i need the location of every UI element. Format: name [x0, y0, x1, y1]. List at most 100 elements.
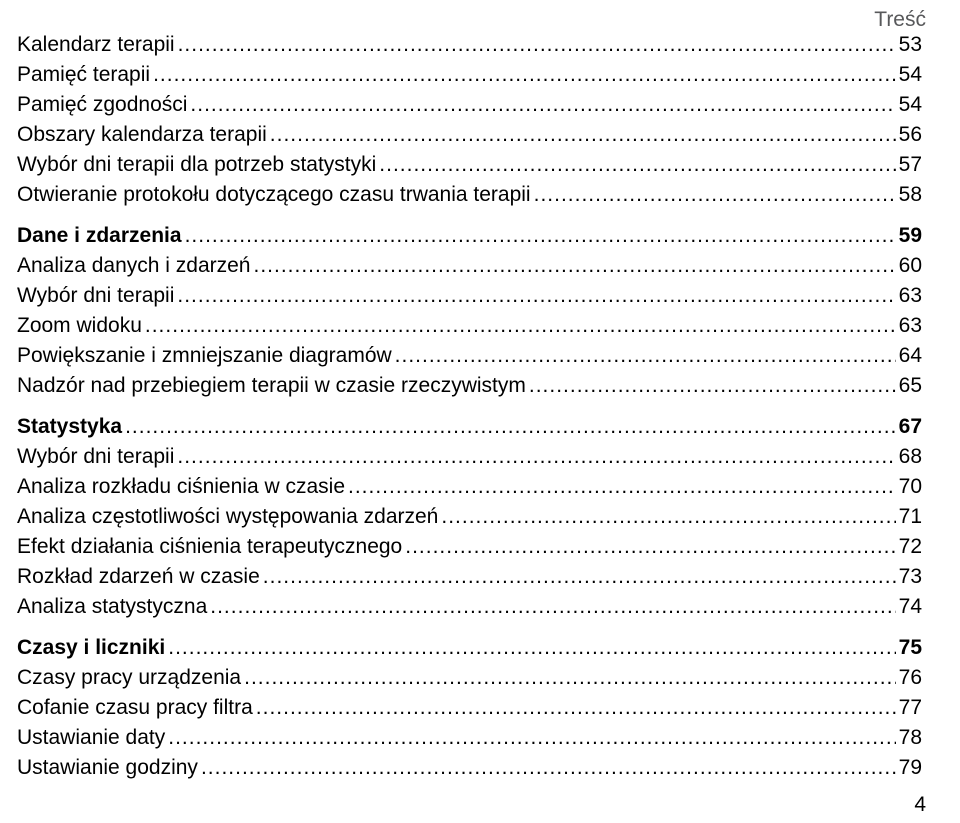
- page-number: 4: [914, 793, 926, 817]
- toc-entry-page: 53: [899, 34, 922, 55]
- toc-entry-label: Cofanie czasu pracy filtra: [17, 697, 253, 718]
- toc-leader-dots: [190, 94, 895, 115]
- toc-entry-label: Rozkład zdarzeń w czasie: [17, 566, 260, 587]
- toc-leader-dots: [178, 34, 896, 55]
- toc-leader-dots: [253, 255, 895, 276]
- toc-row: Pamięć terapii 54: [17, 64, 922, 85]
- toc-row: Analiza danych i zdarzeń 60: [17, 255, 922, 276]
- toc-row: Wybór dni terapii dla potrzeb statystyki…: [17, 154, 922, 175]
- toc-leader-dots: [177, 446, 895, 467]
- toc-row: Nadzór nad przebiegiem terapii w czasie …: [17, 375, 922, 396]
- toc-row: Wybór dni terapii 68: [17, 446, 922, 467]
- toc-entry-page: 60: [899, 255, 922, 276]
- toc-entry-page: 63: [899, 315, 922, 336]
- toc-entry-label: Wybór dni terapii: [17, 446, 174, 467]
- toc-entry-page: 67: [899, 416, 922, 437]
- toc-entry-page: 77: [899, 697, 922, 718]
- toc-entry-page: 79: [899, 757, 922, 778]
- toc-leader-dots: [201, 757, 896, 778]
- toc-entry-label: Efekt działania ciśnienia terapeutyczneg…: [17, 536, 402, 557]
- toc-entry-label: Ustawianie daty: [17, 727, 165, 748]
- toc-entry-label: Analiza rozkładu ciśnienia w czasie: [17, 476, 345, 497]
- toc-leader-dots: [210, 596, 895, 617]
- toc-entry-label: Pamięć terapii: [17, 64, 150, 85]
- toc-leader-dots: [263, 566, 896, 587]
- toc-leader-dots: [405, 536, 895, 557]
- toc-row: Statystyka 67: [17, 416, 922, 437]
- toc-entry-page: 76: [899, 667, 922, 688]
- toc-row: Otwieranie protokołu dotyczącego czasu t…: [17, 184, 922, 205]
- toc-entry-label: Powiększanie i zmniejszanie diagramów: [17, 345, 392, 366]
- toc-entry-page: 73: [899, 566, 922, 587]
- toc-entry-page: 58: [899, 184, 922, 205]
- toc-entry-label: Nadzór nad przebiegiem terapii w czasie …: [17, 375, 526, 396]
- toc-row: Analiza rozkładu ciśnienia w czasie 70: [17, 476, 922, 497]
- toc-leader-dots: [441, 506, 895, 527]
- page: Treść Kalendarz terapii 53 Pamięć terapii 5…: [0, 0, 960, 823]
- toc-entry-page: 54: [899, 94, 922, 115]
- toc-leader-dots: [379, 154, 895, 175]
- toc-leader-dots: [145, 315, 896, 336]
- toc-entry-page: 65: [899, 375, 922, 396]
- toc-row: Cofanie czasu pracy filtra 77: [17, 697, 922, 718]
- toc-entry-page: 63: [899, 285, 922, 306]
- toc-entry-label: Ustawianie godziny: [17, 757, 198, 778]
- toc-leader-dots: [529, 375, 896, 396]
- toc-entry-page: 64: [899, 345, 922, 366]
- toc-leader-dots: [153, 64, 896, 85]
- toc-entry-page: 59: [899, 225, 922, 246]
- toc-entry-page: 54: [899, 64, 922, 85]
- toc-row: Rozkład zdarzeń w czasie 73: [17, 566, 922, 587]
- toc-leader-dots: [395, 345, 896, 366]
- toc-row: Pamięć zgodności 54: [17, 94, 922, 115]
- toc-leader-dots: [168, 637, 895, 658]
- toc-entry-page: 57: [899, 154, 922, 175]
- section-header-label: Treść: [874, 8, 926, 32]
- toc-row: Ustawianie daty 78: [17, 727, 922, 748]
- toc-leader-dots: [125, 416, 896, 437]
- toc-entry-page: 68: [899, 446, 922, 467]
- toc-leader-dots: [177, 285, 895, 306]
- toc-row: Powiększanie i zmniejszanie diagramów 64: [17, 345, 922, 366]
- toc-entry-label: Analiza częstotliwości występowania zdar…: [17, 506, 438, 527]
- toc-leader-dots: [270, 124, 896, 145]
- toc-row: Analiza statystyczna 74: [17, 596, 922, 617]
- toc-leader-dots: [168, 727, 895, 748]
- toc-row: Kalendarz terapii 53: [17, 34, 922, 55]
- toc-leader-dots: [185, 225, 896, 246]
- toc-row: Ustawianie godziny 79: [17, 757, 922, 778]
- toc-entry-label: Obszary kalendarza terapii: [17, 124, 267, 145]
- toc-entry-page: 71: [899, 506, 922, 527]
- toc-leader-dots: [348, 476, 896, 497]
- toc-entry-label: Dane i zdarzenia: [17, 225, 182, 246]
- toc-entry-label: Analiza danych i zdarzeń: [17, 255, 250, 276]
- toc-entry-label: Czasy i liczniki: [17, 637, 165, 658]
- toc-entry-label: Otwieranie protokołu dotyczącego czasu t…: [17, 184, 531, 205]
- toc-row: Czasy pracy urządzenia 76: [17, 667, 922, 688]
- toc-entry-label: Czasy pracy urządzenia: [17, 667, 241, 688]
- toc-entry-label: Wybór dni terapii dla potrzeb statystyki: [17, 154, 376, 175]
- toc-row: Wybór dni terapii 63: [17, 285, 922, 306]
- toc-row: Obszary kalendarza terapii 56: [17, 124, 922, 145]
- toc-entry-page: 74: [899, 596, 922, 617]
- toc-entry-label: Wybór dni terapii: [17, 285, 174, 306]
- toc-entry-label: Pamięć zgodności: [17, 94, 187, 115]
- toc-entry-page: 72: [899, 536, 922, 557]
- toc-row: Czasy i liczniki 75: [17, 637, 922, 658]
- toc-row: Zoom widoku 63: [17, 315, 922, 336]
- toc-entry-page: 56: [899, 124, 922, 145]
- toc-leader-dots: [244, 667, 896, 688]
- toc-entry-page: 78: [899, 727, 922, 748]
- table-of-contents: Kalendarz terapii53Pamięć terapii54Pamię…: [17, 34, 922, 778]
- toc-entry-page: 70: [899, 476, 922, 497]
- toc-entry-label: Analiza statystyczna: [17, 596, 207, 617]
- toc-row: Dane i zdarzenia 59: [17, 225, 922, 246]
- toc-entry-label: Statystyka: [17, 416, 122, 437]
- toc-entry-label: Kalendarz terapii: [17, 34, 175, 55]
- toc-entry-label: Zoom widoku: [17, 315, 142, 336]
- toc-row: Efekt działania ciśnienia terapeutyczneg…: [17, 536, 922, 557]
- toc-entry-page: 75: [899, 637, 922, 658]
- toc-leader-dots: [256, 697, 896, 718]
- toc-leader-dots: [534, 184, 896, 205]
- toc-row: Analiza częstotliwości występowania zdar…: [17, 506, 922, 527]
